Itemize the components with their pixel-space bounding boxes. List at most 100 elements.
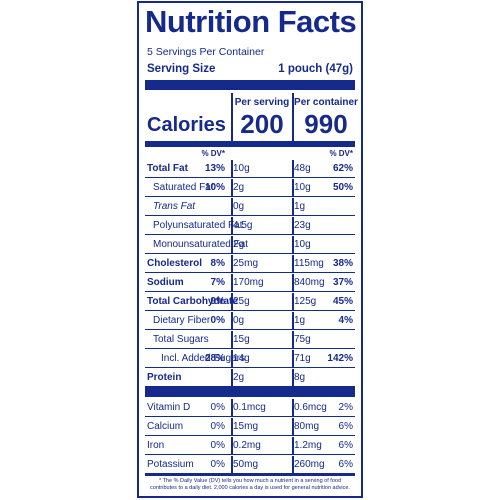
- row-divider: [145, 196, 355, 197]
- column-divider: [231, 369, 233, 386]
- nutrient-row: Iron 0.2mg 0% 1.2mg 6%: [139, 436, 361, 455]
- amount-per-container: 71g: [294, 353, 311, 364]
- dv-per-container: 38%: [332, 258, 353, 269]
- dv-per-serving: 0%: [210, 459, 225, 470]
- amount-per-container: 125g: [294, 296, 317, 307]
- column-divider: [231, 456, 233, 473]
- amount-per-container: 10g: [294, 239, 311, 250]
- serving-size-value: 1 pouch (47g): [278, 63, 353, 75]
- amount-per-container: 840mg: [294, 277, 325, 288]
- row-divider: [145, 177, 355, 178]
- amount-per-serving: 0.2mg: [233, 440, 261, 451]
- row-divider: [145, 253, 355, 254]
- column-divider: [231, 331, 233, 348]
- amount-per-container: 260mg: [294, 459, 325, 470]
- column-divider: [292, 399, 294, 416]
- column-divider: [292, 93, 294, 147]
- column-divider: [292, 456, 294, 473]
- amount-per-container: 48g: [294, 163, 311, 174]
- nutrient-row: Total Carbohydrate 25g 9% 125g 45%: [139, 292, 361, 311]
- nutrient-row: Polyunsaturated Fat 4.5g 23g: [139, 216, 361, 235]
- amount-per-serving: 15mg: [233, 421, 259, 432]
- nutrient-row: Trans Fat 0g 1g: [139, 197, 361, 216]
- nutrient-name: Calcium: [147, 421, 184, 432]
- dv-per-container: 50%: [332, 182, 353, 193]
- row-divider: [145, 386, 355, 387]
- amount-per-container: 10g: [294, 182, 311, 193]
- dv-per-serving: 10%: [204, 182, 225, 193]
- column-divider: [292, 331, 294, 348]
- row-divider: [145, 215, 355, 216]
- amount-per-serving: 2g: [233, 239, 245, 250]
- dv-per-container: 62%: [332, 163, 353, 174]
- nutrient-row: Monounsaturated Fat 2g 10g: [139, 235, 361, 254]
- column-divider: [231, 399, 233, 416]
- row-divider: [145, 367, 355, 368]
- nutrient-name: Sodium: [147, 277, 184, 288]
- nutrient-row: Vitamin D 0.1mcg 0% 0.6mcg 2%: [139, 398, 361, 417]
- amount-per-container: 75g: [294, 334, 311, 345]
- nutrient-row: Dietary Fiber 0g 0% 1g 4%: [139, 311, 361, 330]
- calories-per-container: 990: [304, 109, 348, 139]
- dv-per-container: 142%: [327, 353, 353, 364]
- row-divider: [145, 291, 355, 292]
- column-divider: [292, 369, 294, 386]
- row-divider: [145, 435, 355, 436]
- amount-per-serving: 14g: [233, 353, 250, 364]
- nutrient-row: Saturated Fat 2g 10% 10g 50%: [139, 178, 361, 197]
- column-divider: [231, 217, 233, 234]
- dv-per-container: 6%: [338, 421, 353, 432]
- nutrient-name: Protein: [147, 372, 182, 383]
- nutrient-name: Saturated Fat: [153, 182, 214, 193]
- column-divider: [231, 293, 233, 310]
- nutrient-row: Total Fat 10g 13% 48g 62%: [139, 159, 361, 178]
- amount-per-container: 0.6mcg: [294, 402, 327, 413]
- amount-per-container: 1.2mg: [294, 440, 322, 451]
- column-divider: [231, 160, 233, 177]
- amount-per-serving: 50mg: [233, 459, 259, 470]
- row-divider: [145, 310, 355, 311]
- nutrient-name: Iron: [147, 440, 165, 451]
- calories-per-serving: 200: [240, 109, 284, 139]
- nutrient-name: Polyunsaturated Fat: [153, 220, 243, 231]
- nutrient-row: Cholesterol 25mg 8% 115mg 38%: [139, 254, 361, 273]
- nutrient-name: Cholesterol: [147, 258, 203, 269]
- per-serving-header: Per serving: [234, 97, 290, 108]
- nutrient-name: Total Fat: [147, 163, 188, 174]
- nutrient-name: Total Sugars: [153, 334, 209, 345]
- column-divider: [292, 437, 294, 454]
- nutrient-row: Sodium 170mg 7% 840mg 37%: [139, 273, 361, 292]
- amount-per-serving: 0.1mcg: [233, 402, 266, 413]
- amount-per-serving: 170mg: [233, 277, 264, 288]
- column-divider: [292, 198, 294, 215]
- amount-per-container: 1g: [294, 201, 306, 212]
- thick-divider: [145, 387, 355, 397]
- nutrient-name: Incl. Added Sugars: [161, 353, 245, 364]
- amount-per-serving: 10g: [233, 163, 250, 174]
- nutrient-name: Vitamin D: [147, 402, 191, 413]
- amount-per-container: 1g: [294, 315, 306, 326]
- amount-per-container: 115mg: [294, 258, 324, 269]
- dv-header-serving: % DV*: [201, 149, 225, 158]
- servings-per-container: 5 Servings Per Container: [147, 46, 265, 58]
- amount-per-serving: 25mg: [233, 258, 259, 269]
- amount-per-container: 23g: [294, 220, 311, 231]
- nutrient-row: Incl. Added Sugars 14g 28% 71g 142%: [139, 349, 361, 368]
- dv-per-serving: 9%: [210, 296, 225, 307]
- column-divider: [292, 179, 294, 196]
- row-divider: [145, 329, 355, 330]
- amount-per-serving: 2g: [233, 182, 245, 193]
- column-divider: [292, 236, 294, 253]
- nutrient-name: Potassium: [147, 459, 194, 470]
- nutrient-name: Total Carbohydrate: [147, 296, 238, 307]
- dv-per-serving: 28%: [204, 353, 225, 364]
- serving-size-label: Serving Size: [147, 63, 216, 75]
- column-divider: [231, 198, 233, 215]
- column-divider: [292, 418, 294, 435]
- row-divider: [145, 454, 355, 455]
- column-divider: [292, 312, 294, 329]
- footnote-divider: [145, 473, 355, 476]
- column-divider: [292, 350, 294, 367]
- row-divider: [145, 416, 355, 417]
- amount-per-container: 8g: [294, 372, 306, 383]
